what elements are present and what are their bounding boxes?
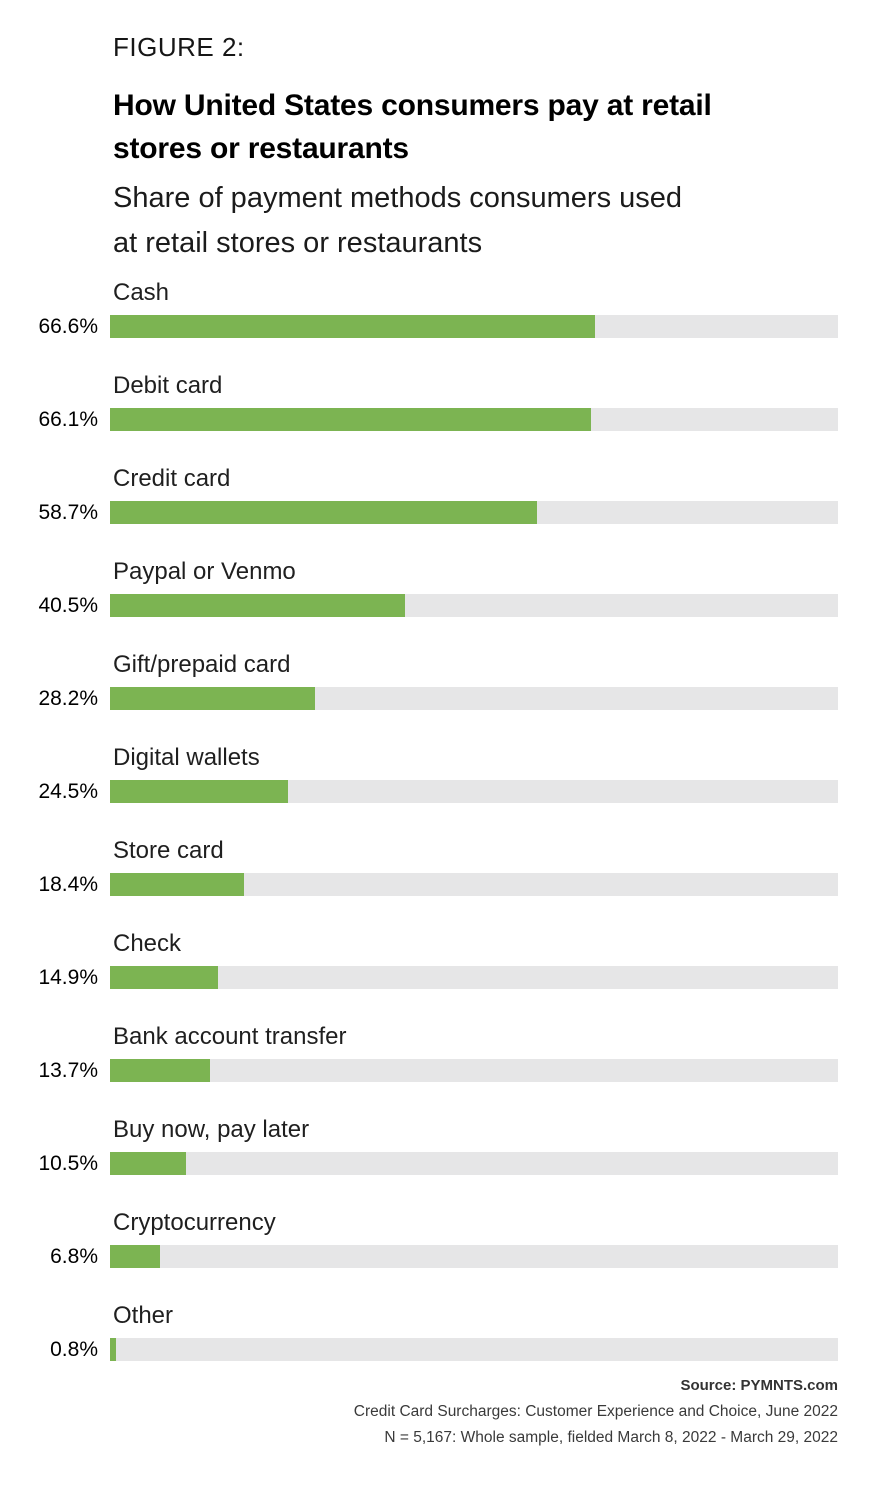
bar-value: 0.8%: [50, 1338, 98, 1361]
bar-fill: [110, 501, 538, 524]
bar-track: [110, 1245, 838, 1268]
bar-fill: [110, 1245, 160, 1268]
chart-footer: Source: PYMNTS.com Credit Card Surcharge…: [0, 1373, 838, 1451]
bar-line: 58.7%: [0, 501, 873, 524]
bar-row: Gift/prepaid card 28.2%: [0, 650, 873, 710]
bar-track: [110, 1059, 838, 1082]
bar-value: 24.5%: [38, 780, 98, 803]
chart-title: How United States consumers pay at retai…: [113, 84, 828, 170]
bar-row: Debit card 66.1%: [0, 371, 873, 431]
bar-label: Gift/prepaid card: [113, 651, 291, 678]
bar-label: Cryptocurrency: [113, 1209, 276, 1236]
bar-value: 66.6%: [38, 315, 98, 338]
bar-line: 40.5%: [0, 594, 873, 617]
bar-label: Buy now, pay later: [113, 1116, 310, 1143]
bar-row: Digital wallets 24.5%: [0, 743, 873, 803]
bar-fill: [110, 594, 405, 617]
bar-line: 14.9%: [0, 966, 873, 989]
bar-value: 28.2%: [38, 687, 98, 710]
chart-title-line-2: stores or restaurants: [113, 132, 409, 165]
bar-value: 13.7%: [38, 1059, 98, 1082]
bar-row: Paypal or Venmo 40.5%: [0, 557, 873, 617]
bar-value: 40.5%: [38, 594, 98, 617]
bar-fill: [110, 966, 219, 989]
bar-line: 6.8%: [0, 1245, 873, 1268]
bar-value: 58.7%: [38, 501, 98, 524]
bar-value: 66.1%: [38, 408, 98, 431]
bar-row: Cryptocurrency 6.8%: [0, 1208, 873, 1268]
bar-track: [110, 408, 838, 431]
bar-fill: [110, 1338, 116, 1361]
bar-line: 66.6%: [0, 315, 873, 338]
bar-track: [110, 1338, 838, 1361]
bar-value: 10.5%: [38, 1152, 98, 1175]
bar-label: Digital wallets: [113, 744, 260, 771]
bar-fill: [110, 873, 244, 896]
bar-line: 13.7%: [0, 1059, 873, 1082]
figure-label: FIGURE 2:: [113, 32, 245, 62]
bar-fill: [110, 780, 289, 803]
bar-track: [110, 687, 838, 710]
bar-label: Cash: [113, 279, 170, 306]
bar-label: Other: [113, 1302, 174, 1329]
study-line: Credit Card Surcharges: Customer Experie…: [353, 1403, 838, 1420]
bar-track: [110, 315, 838, 338]
bar-line: 28.2%: [0, 687, 873, 710]
bar-fill: [110, 408, 592, 431]
bar-line: 24.5%: [0, 780, 873, 803]
bar-fill: [110, 315, 595, 338]
sample-line: N = 5,167: Whole sample, fielded March 8…: [384, 1429, 838, 1446]
figure-page: FIGURE 2: How United States consumers pa…: [0, 30, 873, 1501]
bar-row: Check 14.9%: [0, 929, 873, 989]
bar-track: [110, 966, 838, 989]
bar-line: 10.5%: [0, 1152, 873, 1175]
bar-value: 18.4%: [38, 873, 98, 896]
bar-value: 14.9%: [38, 966, 98, 989]
bar-row: Credit card 58.7%: [0, 464, 873, 524]
bar-label: Bank account transfer: [113, 1023, 347, 1050]
bar-row: Buy now, pay later 10.5%: [0, 1115, 873, 1175]
bar-label: Credit card: [113, 465, 231, 492]
bar-line: 18.4%: [0, 873, 873, 896]
bar-track: [110, 594, 838, 617]
bar-track: [110, 780, 838, 803]
bar-fill: [110, 687, 316, 710]
bar-track: [110, 1152, 838, 1175]
chart-subtitle-line-2: at retail stores or restaurants: [113, 227, 483, 259]
bar-fill: [110, 1152, 187, 1175]
bar-track: [110, 873, 838, 896]
bar-line: 0.8%: [0, 1338, 873, 1361]
bar-line: 66.1%: [0, 408, 873, 431]
bar-row: Other 0.8%: [0, 1301, 873, 1361]
bar-label: Paypal or Venmo: [113, 558, 296, 585]
bar-label: Debit card: [113, 372, 223, 399]
bar-label: Store card: [113, 837, 224, 864]
chart-title-line-1: How United States consumers pay at retai…: [113, 89, 712, 122]
bar-row: Cash 66.6%: [0, 278, 873, 338]
bar-fill: [110, 1059, 210, 1082]
bar-track: [110, 501, 838, 524]
bar-row: Store card 18.4%: [0, 836, 873, 896]
bar-label: Check: [113, 930, 182, 957]
bar-chart: Cash 66.6% Debit card 66.1% Credit card …: [0, 278, 873, 1361]
chart-subtitle-line-1: Share of payment methods consumers used: [113, 182, 683, 214]
chart-subtitle: Share of payment methods consumers used a…: [113, 176, 833, 266]
source-line: Source: PYMNTS.com: [680, 1377, 838, 1394]
bar-value: 6.8%: [50, 1245, 98, 1268]
bar-row: Bank account transfer 13.7%: [0, 1022, 873, 1082]
